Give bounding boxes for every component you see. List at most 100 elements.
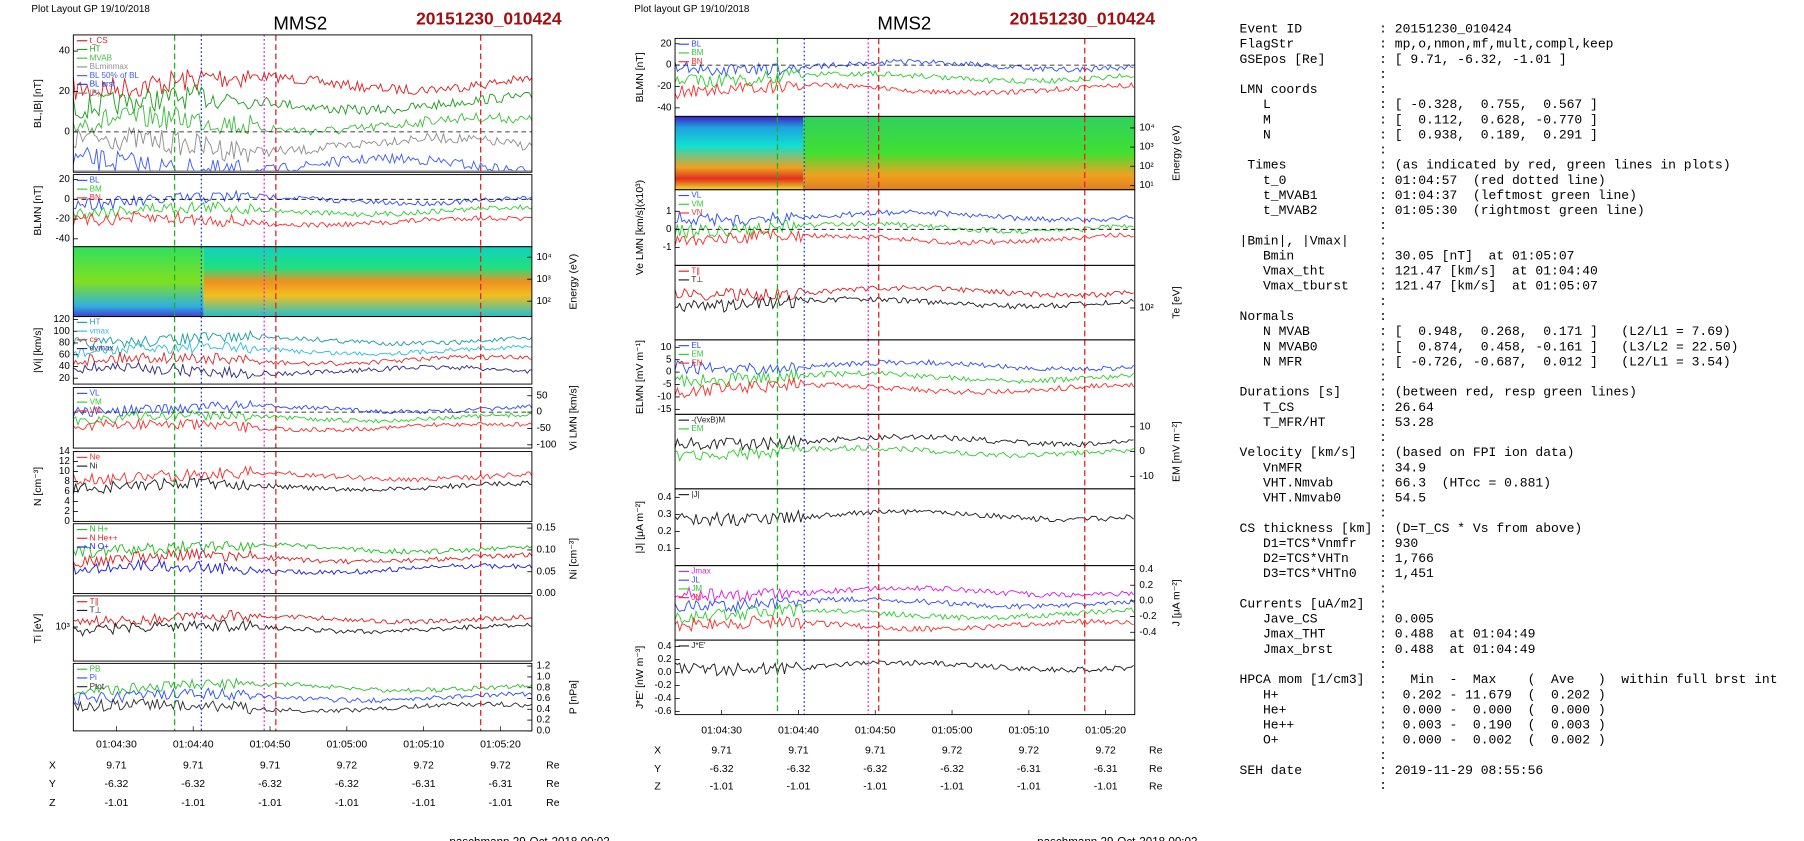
time-tick-label: 01:04:50 <box>250 740 291 751</box>
info-value: : 30.05 [nT] at 01:05:07 <box>1379 248 1574 263</box>
trace <box>674 228 1134 247</box>
trace <box>674 376 1134 399</box>
legend-label: VM <box>691 199 703 208</box>
y-tick-label: 10 <box>661 342 672 353</box>
y-tick-label: 10³ <box>56 622 71 633</box>
legend-label: BL brst <box>90 80 116 89</box>
y-tick-label: 10³ <box>537 274 552 285</box>
trace <box>72 350 532 367</box>
footer: paschmann 29-Oct-2018 00:02 <box>449 836 609 841</box>
spacecraft-title: MMS2 <box>273 12 327 33</box>
plot-header: Plot layout GP 19/10/2018 <box>634 4 750 15</box>
trace <box>73 340 532 360</box>
info-key: Velocity [km/s] <box>1240 445 1357 460</box>
trace <box>72 558 533 576</box>
y-tick-label: 4 <box>64 496 70 507</box>
legend-label: PB <box>90 664 101 673</box>
info-key: D3=TCS*VHTn0 <box>1240 566 1357 581</box>
y-axis-label: BL,|B| [nT] <box>33 79 44 128</box>
trace <box>73 126 533 163</box>
legend-label: HT <box>90 318 101 327</box>
trace <box>72 540 533 559</box>
y-axis-label: ELMN [mV m⁻¹] <box>635 340 646 414</box>
info-value: : 1,451 <box>1379 566 1434 581</box>
info-value: : <box>1379 370 1387 385</box>
row-value: 9.71 <box>788 745 809 756</box>
legend-label: JL <box>691 575 700 584</box>
legend-label: T∥ <box>691 266 700 275</box>
row-label: Z <box>49 798 56 809</box>
info-value: : <box>1379 309 1387 324</box>
trace <box>72 329 533 350</box>
y-axis-label: J [μA m⁻²] <box>1171 579 1182 626</box>
info-value: : [ 9.71, -6.32, -1.01 ] <box>1379 52 1566 67</box>
y-tick-label: 8 <box>64 476 70 487</box>
info-key: He+ <box>1240 702 1287 717</box>
info-value: : <box>1379 506 1387 521</box>
y-tick-label: 5 <box>666 354 672 365</box>
legend-label: N O+ <box>90 542 109 551</box>
y-tick-label: 0.4 <box>537 704 551 715</box>
y-tick-label: 80 <box>59 338 70 349</box>
y-tick-label: -20 <box>657 81 672 92</box>
y-tick-label: 0 <box>666 60 672 71</box>
y-tick-label: -50 <box>537 423 552 434</box>
y-tick-label: 0.4 <box>658 492 672 503</box>
y-tick-label: 10⁴ <box>537 252 552 263</box>
legend-label: Jmax <box>691 567 710 576</box>
legend-label: Ne <box>90 453 101 462</box>
y-tick-label: 12 <box>59 456 70 467</box>
y-tick-label: 10 <box>59 466 70 477</box>
y-tick-label: 100 <box>53 326 70 337</box>
y-tick-label: -5 <box>663 379 672 390</box>
time-tick-label: 01:05:10 <box>403 740 444 751</box>
row-unit: Re <box>1149 764 1163 775</box>
y-tick-label: 40 <box>59 361 70 372</box>
spacecraft-title: MMS2 <box>877 12 931 33</box>
y-tick-label: 6 <box>64 486 70 497</box>
trace <box>72 84 533 119</box>
y-tick-label: 0 <box>1139 446 1145 457</box>
info-key: H+ <box>1240 687 1279 702</box>
y-tick-label: -20 <box>56 214 71 225</box>
info-value: : <box>1379 218 1387 233</box>
time-tick-label: 01:04:40 <box>778 726 819 737</box>
trace <box>72 69 533 100</box>
info-key: Normals <box>1240 309 1295 324</box>
legend-label: EL <box>691 341 701 350</box>
y-axis-label: Ve LMN [km/s](x10³) <box>635 180 646 275</box>
info-key: Vmax_tburst <box>1240 279 1349 294</box>
legend-label: J*E' <box>691 641 706 650</box>
event-title: 20151230_010424 <box>416 8 562 28</box>
y-tick-label: 1 <box>666 206 672 217</box>
y-tick-label: 0.4 <box>658 641 672 652</box>
panel-frame <box>674 639 1136 716</box>
trace <box>674 595 1134 614</box>
trace <box>72 104 533 136</box>
row-value: -6.32 <box>181 779 205 790</box>
y-axis-label: J*E' [nW m⁻³] <box>635 646 646 709</box>
row-value: -6.32 <box>335 779 359 790</box>
info-key: t_MVAB2 <box>1240 203 1318 218</box>
info-value: : [ -0.328, 0.755, 0.567 ] <box>1379 97 1598 112</box>
y-tick-label: 0.8 <box>537 682 551 693</box>
info-value: : <box>1379 581 1387 596</box>
y-tick-label: -0.6 <box>655 706 673 717</box>
y-tick-label: -0.2 <box>1139 611 1156 622</box>
info-key: Vmax_tht <box>1240 264 1326 279</box>
panel-frame <box>674 189 1136 266</box>
panel-frame <box>72 174 533 248</box>
legend-label: vmax <box>90 326 109 335</box>
legend-label: VN <box>90 406 101 415</box>
y-tick-label: 10² <box>1139 161 1154 172</box>
row-value: -1.01 <box>710 782 734 793</box>
info-value: : 53.28 <box>1379 415 1434 430</box>
row-unit: Re <box>1149 782 1163 793</box>
info-value: : 54.5 <box>1379 491 1426 506</box>
info-value: : <box>1379 596 1387 611</box>
y-tick-label: 0.2 <box>658 526 672 537</box>
y-axis-label: Ti [eV] <box>33 613 44 643</box>
legend-label: BM <box>691 48 703 57</box>
legend-label: VL <box>691 191 701 200</box>
info-value: : 121.47 [km/s] at 01:04:40 <box>1379 264 1598 279</box>
